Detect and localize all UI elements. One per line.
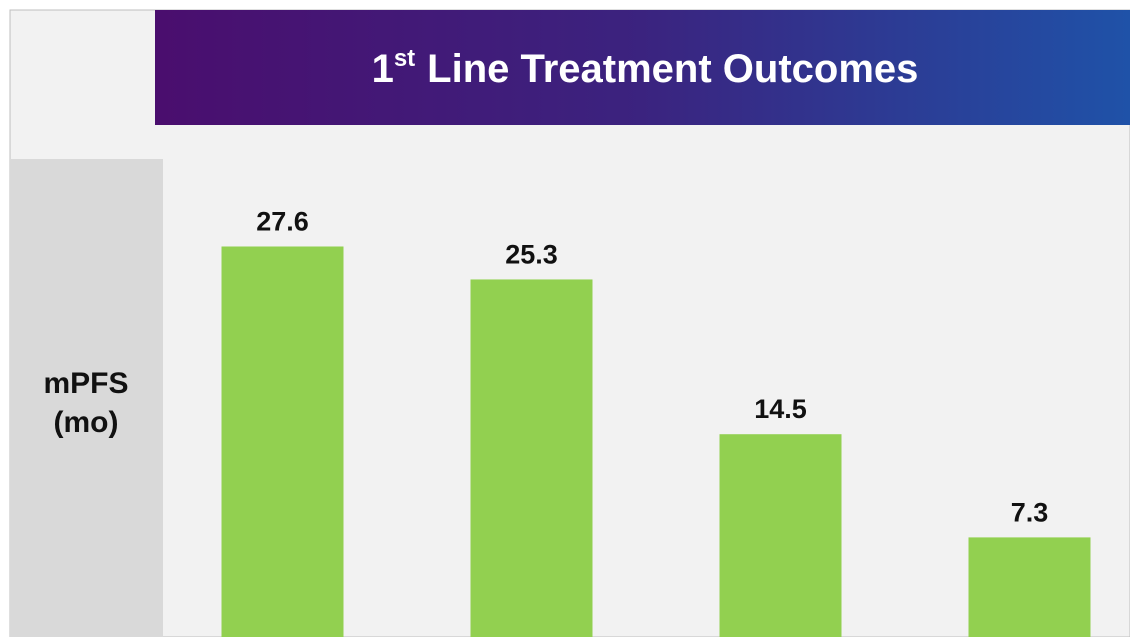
data-label: 7.3: [1011, 497, 1049, 527]
y-label-panel: [10, 159, 163, 637]
bar: [719, 434, 842, 637]
bar: [221, 246, 344, 637]
data-label: 14.5: [754, 394, 807, 424]
bars: 27.6 25.3 14.5 7.3: [221, 206, 1091, 637]
bar: [470, 279, 593, 637]
data-label: 25.3: [505, 239, 558, 269]
y-axis-label: (mo): [54, 406, 119, 439]
data-label: 27.6: [256, 206, 309, 236]
chart-title: 1st Line Treatment Outcomes: [372, 45, 919, 91]
bar: [968, 537, 1091, 637]
title-text: Line Treatment Outcomes: [427, 47, 918, 91]
title-number: 1: [372, 47, 394, 91]
y-axis-label: mPFS: [43, 367, 128, 400]
header-banner: [155, 10, 1130, 125]
title-suffix: st: [394, 45, 415, 72]
